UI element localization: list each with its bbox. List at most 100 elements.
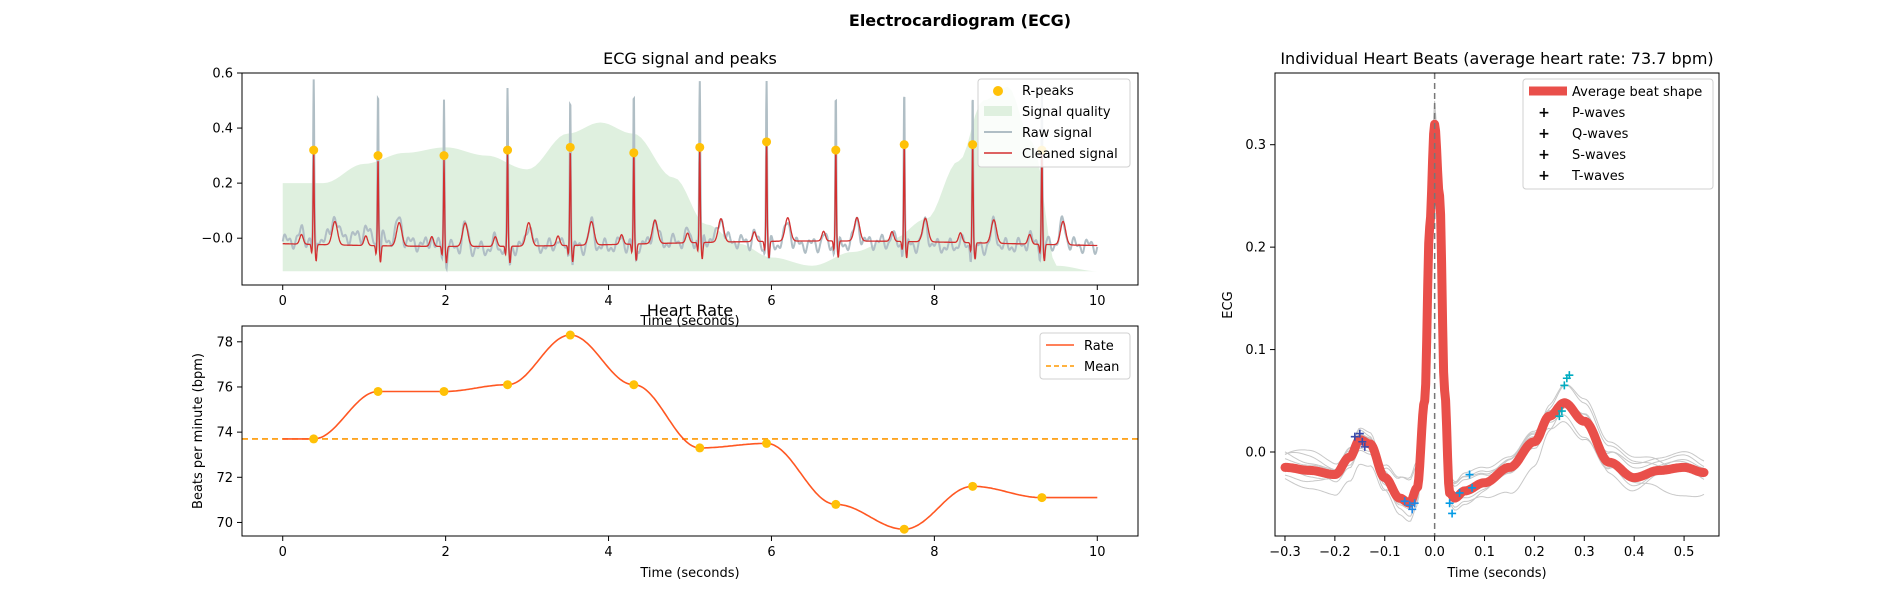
r-peak-point bbox=[968, 140, 978, 150]
y-tick-label: 0.2 bbox=[1245, 241, 1266, 256]
heart-rate-x-label: Time (seconds) bbox=[639, 566, 739, 581]
legend-rpeaks-marker bbox=[993, 86, 1003, 96]
t-wave-marker bbox=[1557, 407, 1566, 416]
ecg-signal-panel: ECG signal and peaks 0 2 4 6 8 10 −0.0 0.2 0.4 0… bbox=[201, 49, 1139, 329]
x-tick-label: 10 bbox=[1089, 545, 1106, 560]
s-wave-marker bbox=[1465, 470, 1474, 479]
heart-rate-point bbox=[503, 380, 513, 390]
ecg-signal-x-ticks: 0 2 4 6 8 10 bbox=[279, 285, 1106, 309]
legend-p-label: P-waves bbox=[1572, 106, 1626, 121]
x-tick-label: 4 bbox=[604, 545, 612, 560]
heart-rate-point bbox=[899, 524, 909, 534]
legend-t-label: T-waves bbox=[1571, 169, 1625, 184]
p-wave-marker bbox=[1355, 429, 1364, 438]
heart-rate-point bbox=[373, 386, 383, 396]
x-tick-label: −0.3 bbox=[1269, 545, 1301, 560]
y-tick-label: 78 bbox=[216, 335, 233, 350]
ecg-signal-plot bbox=[281, 79, 1099, 273]
p-wave-marker bbox=[1358, 437, 1367, 446]
heart-beats-legend: Average beat shape + P-waves + Q-waves +… bbox=[1522, 78, 1714, 190]
t-wave-marker bbox=[1565, 371, 1574, 380]
heart-rate-point bbox=[762, 438, 772, 448]
heart-rate-title: Heart Rate bbox=[647, 301, 733, 320]
x-tick-label: 0 bbox=[279, 294, 287, 309]
y-tick-label: 72 bbox=[216, 471, 233, 486]
heart-rate-panel: Heart Rate 0 2 4 6 8 10 70 72 74 76 78 Time (seco… bbox=[191, 301, 1139, 581]
ecg-signal-legend: R-peaks Signal quality Raw signal Cleane… bbox=[977, 78, 1131, 168]
x-tick-label: −0.1 bbox=[1369, 545, 1401, 560]
heart-rate-point bbox=[565, 330, 575, 340]
q-wave-marker bbox=[1400, 497, 1409, 506]
r-peak-point bbox=[373, 151, 383, 161]
x-tick-label: 0.1 bbox=[1474, 545, 1495, 560]
heart-beats-title: Individual Heart Beats (average heart ra… bbox=[1280, 49, 1713, 68]
heart-rate-point bbox=[695, 443, 705, 453]
legend-rpeaks-label: R-peaks bbox=[1022, 84, 1074, 99]
heart-beats-x-label: Time (seconds) bbox=[1446, 566, 1546, 581]
cleaned-signal-line bbox=[282, 139, 1098, 264]
x-tick-label: 0 bbox=[279, 545, 287, 560]
x-tick-label: 0.3 bbox=[1574, 545, 1595, 560]
legend-t-marker: + bbox=[1538, 168, 1550, 184]
x-tick-label: 10 bbox=[1089, 294, 1106, 309]
r-peak-point bbox=[439, 151, 449, 161]
r-peak-point bbox=[899, 140, 909, 150]
ecg-signal-frame bbox=[241, 72, 1139, 286]
legend-quality-label: Signal quality bbox=[1022, 105, 1111, 120]
signal-quality-area bbox=[282, 86, 1098, 272]
y-tick-label: 0.2 bbox=[212, 177, 233, 192]
legend-mean-label: Mean bbox=[1084, 360, 1119, 375]
p-wave-marker bbox=[1360, 442, 1369, 451]
heart-beats-panel: Individual Heart Beats (average heart ra… bbox=[1221, 49, 1720, 581]
heart-beats-legend-box bbox=[1522, 78, 1714, 190]
heart-rate-frame bbox=[241, 325, 1139, 537]
x-tick-label: 0.4 bbox=[1624, 545, 1645, 560]
figure-title: Electrocardiogram (ECG) bbox=[849, 11, 1071, 30]
legend-q-marker: + bbox=[1538, 126, 1550, 142]
s-wave-marker bbox=[1455, 488, 1464, 497]
x-tick-label: 0.5 bbox=[1674, 545, 1695, 560]
x-tick-label: 4 bbox=[604, 294, 612, 309]
y-tick-label: 0.4 bbox=[212, 122, 233, 137]
x-tick-label: 8 bbox=[930, 545, 938, 560]
legend-average-label: Average beat shape bbox=[1572, 85, 1702, 100]
average-beat-line bbox=[1280, 119, 1709, 508]
y-tick-label: 76 bbox=[216, 380, 233, 395]
x-tick-label: 2 bbox=[441, 545, 449, 560]
x-tick-label: 6 bbox=[767, 294, 775, 309]
legend-p-marker: + bbox=[1538, 105, 1550, 121]
y-tick-label: 0.3 bbox=[1245, 138, 1266, 153]
heart-beats-y-ticks: 0.0 0.1 0.2 0.3 bbox=[1245, 138, 1275, 461]
t-wave-marker bbox=[1560, 381, 1569, 390]
legend-s-label: S-waves bbox=[1572, 148, 1626, 163]
individual-beat-line bbox=[1284, 126, 1705, 508]
heart-rate-point bbox=[1037, 493, 1047, 503]
heart-rate-line bbox=[282, 334, 1098, 530]
t-wave-marker bbox=[1555, 412, 1564, 421]
q-wave-marker bbox=[1408, 505, 1417, 514]
legend-quality-swatch bbox=[984, 106, 1012, 116]
r-peak-point bbox=[695, 142, 705, 152]
r-peak-point bbox=[762, 137, 772, 147]
r-peak-point bbox=[565, 142, 575, 152]
heart-rate-point bbox=[831, 499, 841, 509]
s-wave-marker bbox=[1448, 509, 1457, 518]
ecg-signal-title: ECG signal and peaks bbox=[603, 49, 777, 68]
heart-beats-y-label: ECG bbox=[1221, 291, 1236, 318]
legend-cleaned-label: Cleaned signal bbox=[1022, 147, 1118, 162]
x-tick-label: 0.0 bbox=[1424, 545, 1445, 560]
legend-q-label: Q-waves bbox=[1572, 127, 1629, 142]
y-tick-label: 0.0 bbox=[1245, 446, 1266, 461]
heart-rate-x-ticks: 0 2 4 6 8 10 bbox=[279, 536, 1106, 560]
ecg-signal-y-ticks: −0.0 0.2 0.4 0.6 bbox=[201, 67, 242, 247]
legend-rate-label: Rate bbox=[1084, 339, 1114, 354]
heart-rate-point bbox=[968, 481, 978, 491]
y-tick-label: 74 bbox=[216, 426, 233, 441]
y-tick-label: 70 bbox=[216, 516, 233, 531]
x-tick-label: 2 bbox=[441, 294, 449, 309]
y-tick-label: 0.6 bbox=[212, 67, 233, 82]
q-wave-marker bbox=[1410, 499, 1419, 508]
heart-rate-legend: Rate Mean bbox=[1039, 332, 1131, 380]
y-tick-label: 0.1 bbox=[1245, 343, 1266, 358]
